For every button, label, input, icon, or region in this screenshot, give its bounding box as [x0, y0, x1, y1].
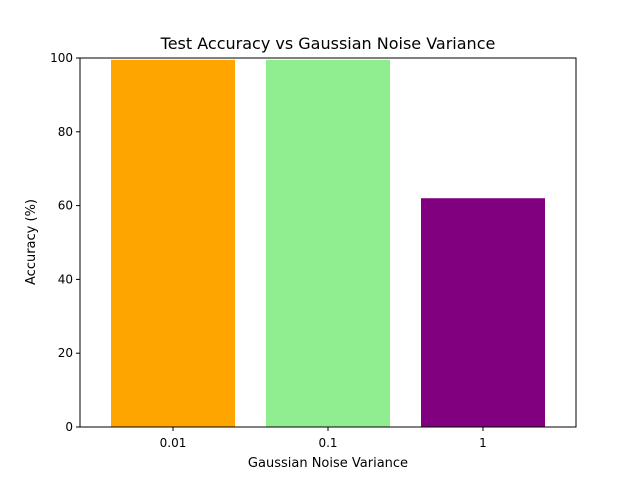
bar-0-01 [111, 59, 235, 427]
y-tick-label: 60 [58, 199, 73, 213]
y-tick-label: 40 [58, 272, 73, 286]
y-tick-label: 80 [58, 125, 73, 139]
plot-area: 0 20 40 60 80 100 0.01 0.1 1 [50, 51, 577, 450]
x-tick-label: 1 [479, 436, 487, 450]
y-tick-label: 20 [58, 346, 73, 360]
x-tick-label: 0.1 [318, 436, 337, 450]
y-tick-label: 100 [50, 51, 73, 65]
bar-1 [421, 198, 545, 427]
y-tick-label: 0 [65, 420, 73, 434]
bar-0-1 [266, 59, 390, 427]
chart-title: Test Accuracy vs Gaussian Noise Variance [160, 34, 496, 53]
y-axis-label: Accuracy (%) [24, 199, 39, 285]
x-tick-label: 0.01 [160, 436, 187, 450]
x-axis-label: Gaussian Noise Variance [248, 456, 408, 471]
